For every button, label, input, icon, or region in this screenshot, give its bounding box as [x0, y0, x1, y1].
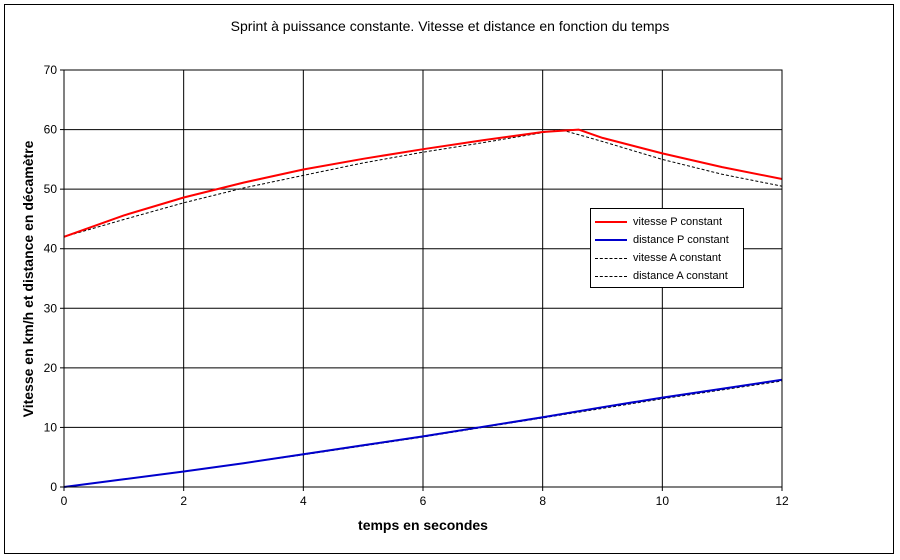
series-line-distance-p-constant [63, 378, 783, 488]
series-line-vitesse-p-constant [63, 128, 783, 238]
legend-label: distance A constant [633, 270, 728, 282]
y-tick-label-10: 10 [44, 420, 58, 434]
chart-title: Sprint à puissance constante. Vitesse et… [230, 18, 670, 34]
x-tick-label-0: 0 [61, 494, 68, 508]
legend-swatch [595, 239, 627, 241]
y-tick-label-30: 30 [44, 301, 58, 315]
x-tick-label-10: 10 [656, 494, 670, 508]
legend-label: vitesse A constant [633, 252, 722, 264]
x-tick-label-6: 6 [420, 494, 427, 508]
legend-label: distance P constant [633, 234, 729, 246]
y-tick-label-0: 0 [50, 480, 57, 494]
x-tick-label-4: 4 [300, 494, 307, 508]
legend-item: distance A constant [595, 267, 739, 285]
y-tick-label-20: 20 [44, 361, 58, 375]
x-tick-label-8: 8 [539, 494, 546, 508]
y-tick-label-60: 60 [44, 123, 58, 137]
x-axis-label: temps en secondes [358, 517, 488, 533]
legend-swatch [595, 257, 627, 259]
plot-area-border [63, 69, 783, 488]
x-tick-label-12: 12 [775, 494, 789, 508]
legend-swatch [595, 221, 627, 223]
tick-labels: 0 10 20 30 40 50 60 70 0 2 4 6 8 10 12 [44, 63, 789, 508]
series-lines [63, 128, 783, 488]
y-tick-label-40: 40 [44, 242, 58, 256]
legend-label: vitesse P constant [633, 216, 723, 228]
chart-frame [4, 4, 894, 554]
x-tick-label-2: 2 [180, 494, 187, 508]
legend-swatch [595, 275, 627, 277]
legend-item: vitesse A constant [595, 249, 739, 267]
y-tick-label-70: 70 [44, 63, 58, 77]
legend-item: vitesse P constant [595, 213, 739, 231]
legend: vitesse P constant distance P constant vit… [590, 208, 744, 288]
legend-item: distance P constant [595, 231, 739, 249]
y-tick-label-50: 50 [44, 182, 58, 196]
